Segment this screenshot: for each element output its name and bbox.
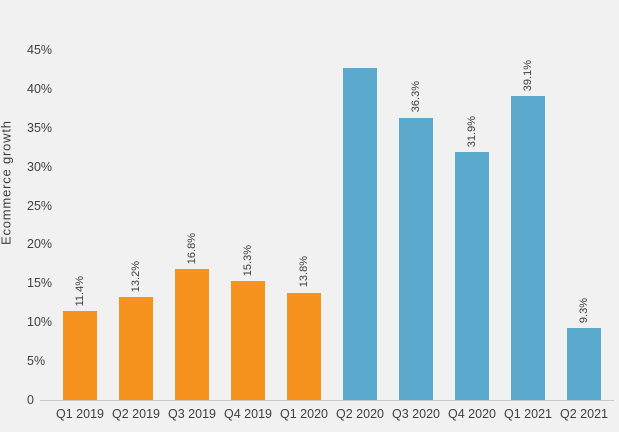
- data-label-q3-2020: 36.3%: [410, 81, 422, 113]
- y-tick-label: 30%: [27, 159, 53, 174]
- data-label-q4-2020: 31.9%: [466, 115, 478, 147]
- data-label-q1-2020: 13.8%: [298, 256, 310, 288]
- x-label-q1-2019: Q1 2019: [56, 407, 104, 421]
- bar-q3-2020: [399, 117, 433, 400]
- bar-q4-2019: [231, 280, 265, 400]
- bar-q3-2019: [175, 269, 209, 400]
- x-label-q1-2020: Q1 2020: [280, 407, 328, 421]
- x-label-q2-2020: Q2 2020: [336, 407, 384, 421]
- y-tick-label: 45%: [27, 42, 53, 57]
- bar-q1-2021: [511, 95, 545, 400]
- data-label-q4-2019: 15.3%: [242, 244, 254, 276]
- y-tick-label: 35%: [27, 120, 53, 135]
- bar-q1-2019: [63, 311, 97, 400]
- x-label-q2-2021: Q2 2021: [560, 407, 608, 421]
- x-label-q4-2019: Q4 2019: [224, 407, 272, 421]
- y-tick-label: 20%: [27, 237, 53, 252]
- data-label-q3-2019: 16.8%: [186, 233, 198, 265]
- x-label-q3-2019: Q3 2019: [168, 407, 216, 421]
- x-axis-line: [40, 400, 614, 401]
- x-label-q1-2021: Q1 2021: [504, 407, 552, 421]
- x-label-q3-2020: Q3 2020: [392, 407, 440, 421]
- data-label-q1-2019: 11.4%: [74, 275, 86, 307]
- y-tick-label: 10%: [27, 315, 53, 330]
- bar-q2-2020: [343, 67, 377, 400]
- y-tick-label: 40%: [27, 81, 53, 96]
- bar-q2-2021: [567, 327, 601, 400]
- x-label-q2-2019: Q2 2019: [112, 407, 160, 421]
- bar-q2-2019: [119, 297, 153, 400]
- y-axis-title: Ecommerce growth: [0, 120, 14, 245]
- y-tick-label: 0: [27, 393, 34, 407]
- bar-q4-2020: [455, 151, 489, 400]
- y-tick-label: 25%: [27, 198, 53, 213]
- data-label-q1-2021: 39.1%: [522, 59, 534, 91]
- y-tick-label: 15%: [27, 276, 53, 291]
- data-label-q2-2019: 13.2%: [130, 261, 142, 293]
- y-tick-label: 5%: [27, 354, 46, 369]
- bar-q1-2020: [287, 292, 321, 400]
- data-label-q2-2021: 9.3%: [578, 297, 590, 323]
- x-label-q4-2020: Q4 2020: [448, 407, 496, 421]
